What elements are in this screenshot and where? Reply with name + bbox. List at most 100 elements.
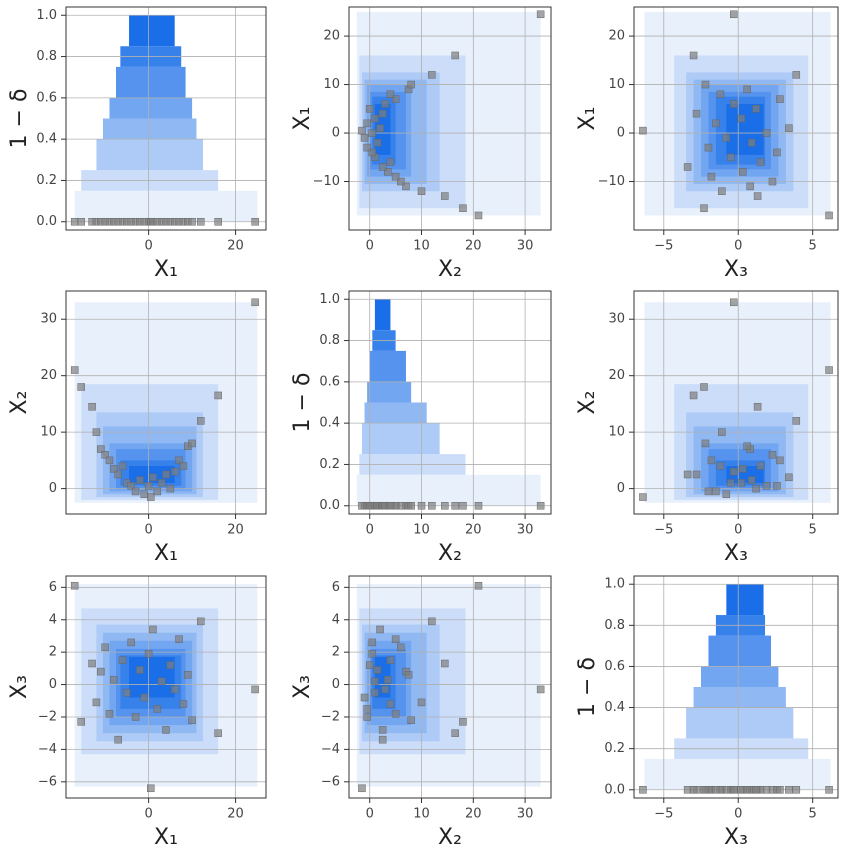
point: [179, 462, 188, 470]
point: [459, 718, 467, 726]
point: [417, 187, 426, 195]
x-tick-label: 0: [734, 523, 742, 538]
point: [707, 456, 716, 465]
point: [536, 10, 545, 19]
point: [70, 581, 79, 590]
point: [639, 126, 647, 135]
point: [358, 784, 366, 793]
frame: [348, 290, 552, 515]
point: [368, 148, 377, 157]
rug-point: [752, 786, 760, 794]
point: [762, 482, 771, 490]
y-tick-label: 10: [323, 77, 340, 92]
y-tick-label: 0: [49, 677, 57, 692]
point: [753, 192, 762, 200]
rug-point: [716, 786, 725, 794]
rug-point: [474, 501, 483, 510]
frame: [633, 6, 839, 231]
y-tick-label: 20: [40, 368, 57, 383]
point: [716, 90, 725, 99]
point: [360, 134, 369, 142]
rug-point: [825, 786, 833, 794]
point: [718, 428, 726, 436]
point: [459, 204, 467, 212]
y-tick-label: 2: [49, 645, 57, 660]
x-axis-label: X₃: [724, 825, 748, 850]
point: [358, 126, 366, 135]
depth-step: [364, 402, 427, 424]
point: [776, 456, 784, 465]
point: [110, 465, 118, 473]
point: [752, 484, 760, 493]
rug-point: [365, 501, 374, 510]
depth-step: [726, 584, 764, 616]
point: [756, 462, 765, 470]
point: [131, 487, 140, 496]
point: [363, 713, 371, 721]
point: [127, 638, 135, 647]
point: [825, 366, 833, 374]
rug-point: [536, 501, 545, 510]
y-tick-label: 20: [608, 368, 625, 383]
point: [381, 100, 390, 108]
y-tick-label: 10: [608, 425, 625, 440]
x-tick-label: 0: [144, 807, 152, 822]
point: [639, 493, 647, 501]
point: [701, 439, 710, 448]
point: [97, 667, 105, 676]
point: [162, 726, 170, 734]
point: [785, 124, 793, 132]
point: [762, 129, 771, 137]
point: [704, 143, 713, 152]
point: [136, 476, 144, 484]
depth-step: [367, 381, 412, 403]
rug-point: [762, 786, 771, 794]
rug-point: [743, 786, 751, 794]
point: [730, 298, 738, 307]
y-tick-label: 0.4: [36, 132, 57, 147]
panel: 0 20 0 10 20 30 X₁ X₂: [7, 290, 267, 566]
point: [70, 366, 79, 374]
point: [376, 625, 384, 634]
point: [127, 482, 135, 490]
point: [131, 713, 140, 721]
depth-step: [74, 190, 258, 222]
y-axis-label: X₂: [575, 391, 600, 415]
x-axis-label: X₁: [154, 257, 178, 282]
point: [718, 187, 726, 195]
y-tick-label: −4: [38, 742, 57, 757]
point: [144, 482, 153, 490]
depth-step: [361, 423, 440, 455]
plot-area: [66, 291, 266, 514]
x-tick-label: 0: [144, 239, 152, 254]
y-tick-label: 1.0: [604, 577, 625, 592]
y-axis-label: 1 − δ: [7, 89, 32, 149]
rug-point: [451, 501, 459, 510]
point: [166, 484, 175, 493]
plot-area: [634, 7, 838, 230]
point: [97, 445, 105, 453]
panel: −5 0 5 0.0 0.2 0.4 0.6 0.8 1.0 X₃ 1 − δ: [575, 575, 839, 850]
point: [378, 726, 387, 734]
point: [101, 450, 109, 459]
y-tick-label: 0.6: [319, 374, 340, 389]
point: [157, 479, 166, 487]
point: [738, 168, 747, 176]
y-tick-label: 20: [608, 29, 625, 44]
rug-point: [251, 217, 259, 226]
point: [251, 298, 259, 307]
x-tick-label: 10: [413, 523, 430, 538]
x-tick-label: −5: [654, 523, 673, 538]
point: [149, 473, 157, 482]
y-axis-label: X₂: [7, 391, 32, 415]
point: [752, 105, 760, 113]
point: [386, 90, 395, 99]
point: [451, 729, 459, 737]
point: [175, 635, 183, 643]
x-tick-label: 20: [465, 807, 482, 822]
y-tick-label: 10: [608, 77, 625, 92]
x-tick-label: 10: [413, 807, 430, 822]
y-axis-label: 1 − δ: [290, 373, 315, 433]
y-tick-label: 0.4: [319, 416, 340, 431]
